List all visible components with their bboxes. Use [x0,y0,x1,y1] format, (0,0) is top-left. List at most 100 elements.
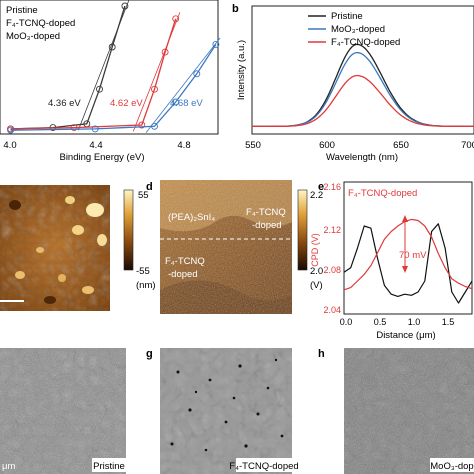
panel-b-letter: b [232,3,239,15]
panel-f-noise [0,348,126,474]
panel-b-legend-f4: F₄-TCNQ-doped [331,37,400,48]
panel-b-series-1 [252,51,474,128]
panel-e-xtick: 0.5 [374,317,387,327]
panel-e-xtick: 1.0 [408,317,421,327]
panel-e-plot [343,218,473,304]
series-moo3-point [7,126,15,134]
panel-c: 55 -55 (nm) [0,185,156,311]
panel-c-scale-bar [0,300,24,302]
panel-a-annotation-pristine: 4.36 eV [48,98,81,109]
panel-f-caption-box [92,458,126,472]
panel-d-cbar-top: 2.2 [310,190,323,201]
panel-b-plot [252,43,474,128]
panel-e-ylabel: CPD (V) [310,233,320,267]
panel-c-colorbar [123,189,134,271]
panel-a-xlabel: Binding Energy (eV) [59,152,144,163]
panel-d-cbar-unit: (V) [310,280,323,291]
panel-c-cbar-top: 55 [138,190,149,201]
series-moo3-point [172,98,180,106]
series-moo3-fit [145,37,221,133]
series-f4-fit [132,12,181,132]
panel-e-ytick: 2.12 [323,225,341,235]
panel-e-letter: e [318,181,324,193]
panel-a-xtick: 4.4 [89,140,102,151]
panel-a-legend-moo3: MoO₃-doped [6,31,60,42]
panel-a-annotation-f4: 4.62 eV [110,98,143,109]
panel-b-xtick: 550 [245,140,261,151]
panel-g: g F₄-TCNQ-doped [146,348,299,474]
panel-b-series-0 [252,43,474,128]
series-moo3-point [91,125,99,133]
panel-d-region-right-label: F₄-TCNQ [246,207,286,218]
panel-b: b Pristine MoO₃-doped F₄-TCNQ-doped Inte… [232,3,474,163]
panel-b-ylabel: Intensity (a.u.) [236,40,247,100]
panel-e-annotation: 70 mV [399,250,427,261]
series-moo3-point [193,70,201,78]
panel-a-plot [7,0,221,134]
panel-f: Pristine μm [0,348,126,474]
panel-h-letter: h [318,348,325,360]
panel-e-series-0 [343,223,473,304]
panel-e: e F₄-TCNQ-doped 70 mV 2.16 2.12 2.08 2.0… [310,181,473,341]
panel-g-caption: F₄-TCNQ-doped [229,461,298,472]
panel-g-caption-box [236,458,292,472]
panel-a-frame [0,0,219,135]
panel-h-caption-box [430,458,474,472]
panel-e-ytick: 2.08 [323,265,341,275]
panel-e-frame [343,181,473,315]
panel-b-xtick: 700 [461,140,474,151]
panel-e-arrow-head [402,215,408,222]
series-pristine-point [96,85,103,93]
series-f4-point [151,85,158,93]
panel-e-arrow-head [402,266,408,273]
panel-b-frame [251,5,474,135]
panel-h-texture [344,348,474,474]
panel-a: Pristine F₄-TCNQ-doped MoO₃-doped 4.36 e… [0,0,221,163]
panel-f-caption: Pristine [93,461,125,472]
panel-a-xtick: 4.8 [177,140,190,151]
series-pristine-point [121,2,129,10]
panel-e-ytick: 2.16 [323,182,341,192]
panel-e-xtick: 1.5 [442,317,455,327]
panel-d-letter: d [146,181,153,193]
panel-d-region-right-label: -doped [252,220,282,231]
panel-a-annotation-moo3: 4.68 eV [170,98,203,109]
panel-d-cbar-bottom: 2.0 [310,266,323,277]
panel-b-legend-pristine: Pristine [331,11,363,22]
panel-e-xtick: 0.0 [340,317,353,327]
panel-h: h MoO₃-dop [318,348,474,474]
panel-e-legend: F₄-TCNQ-doped [348,188,417,199]
panel-c-cbar-bottom: -55 [136,266,150,277]
panel-e-xlabel: Distance (μm) [376,330,435,341]
series-f4-point [172,15,180,23]
panel-g-texture [160,348,292,474]
panel-b-xlabel: Wavelength (nm) [326,152,398,163]
panel-d-region-left-label: -doped [168,269,198,280]
series-f4-point [70,124,78,132]
panel-d: d (PEA)₂SnI₄ F₄-TCNQ -doped F₄-TCNQ -dop… [146,180,323,314]
panel-c-grains [9,196,107,304]
panel-h-caption: MoO₃-dop [430,461,473,472]
panel-d-region-top-label: (PEA)₂SnI₄ [168,212,215,223]
panel-a-xtick: 4.0 [3,140,16,151]
panel-b-legend-moo3: MoO₃-doped [331,24,385,35]
panel-e-ytick: 2.04 [323,305,341,315]
panel-f-scale-label: μm [2,461,15,472]
series-pristine-fit [77,0,130,131]
panel-d-colorbar [297,189,308,271]
panel-a-legend-pristine: Pristine [6,5,38,16]
panel-g-letter: g [146,348,153,360]
panel-d-texture [160,180,292,314]
panel-d-region-left-label: F₄-TCNQ [165,256,205,267]
panel-b-xtick: 650 [393,140,409,151]
series-moo3-line [10,44,217,131]
panel-a-legend-f4: F₄-TCNQ-doped [6,18,75,29]
panel-b-xtick: 600 [319,140,335,151]
panel-e-series-1 [343,218,473,291]
series-moo3-point [212,40,220,48]
panel-b-series-2 [252,74,474,128]
panel-g-pinholes [170,358,284,452]
panel-c-cbar-unit: (nm) [136,280,156,291]
series-f4-point [138,121,146,129]
